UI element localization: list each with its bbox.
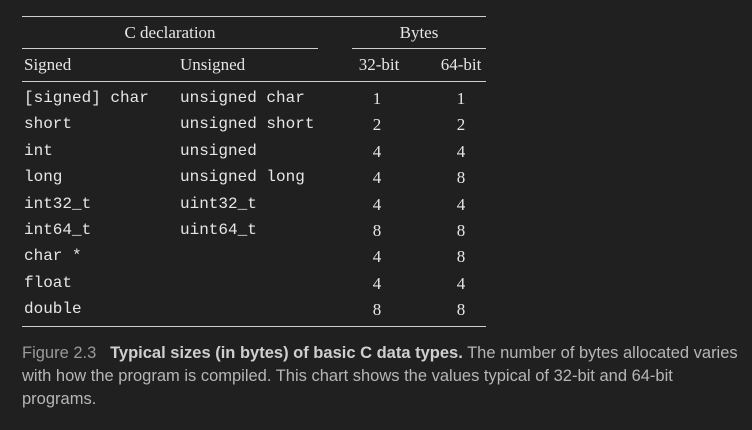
signed-type-cell: double (24, 300, 82, 319)
bytes-64bit-cell: 2 (456, 115, 466, 135)
signed-type-cell: float (24, 273, 73, 292)
signed-type-cell: char * (24, 247, 82, 266)
bytes-64bit-cell: 1 (456, 89, 466, 108)
c-declaration-group-rule (22, 48, 318, 49)
bytes-64bit-cell: 4 (456, 194, 466, 214)
bytes-32bit-cell: 4 (372, 141, 382, 161)
table-bottom-rule (22, 326, 486, 327)
bytes-64bit-cell: 4 (456, 273, 466, 293)
unsigned-column-header: Unsigned (180, 55, 246, 74)
bytes-32bit-cell: 4 (372, 247, 382, 267)
signed-type-cell: long (24, 168, 63, 187)
figure-label: Figure 2.3 (22, 344, 97, 362)
unsigned-type-cell: unsigned short (180, 115, 315, 134)
bytes-group-header: Bytes (399, 23, 439, 42)
signed-type-cell: short (24, 115, 73, 134)
unsigned-type-cell: unsigned long (180, 168, 305, 187)
signed-type-cell: int64_t (24, 221, 92, 239)
bytes-64bit-cell: 4 (456, 141, 466, 161)
caption-title: Typical sizes (in bytes) of basic C data… (110, 344, 463, 362)
data-type-size-table: C declaration Bytes Signed Unsigned 32-b… (22, 16, 486, 327)
caption-text: The number of bytes allocated varies wit… (22, 344, 738, 408)
bytes-64bit-cell: 8 (456, 168, 466, 188)
bytes-32bit-cell: 8 (372, 221, 382, 240)
bytes-32bit-cell: 4 (372, 194, 382, 214)
signed-type-cell: int (24, 141, 53, 160)
bytes-group-rule (352, 48, 486, 49)
signed-type-cell: int32_t (24, 194, 92, 213)
table-top-rule (22, 16, 486, 17)
bytes-64bit-cell: 8 (456, 300, 466, 320)
signed-column-header: Signed (24, 55, 72, 74)
bytes-32bit-cell: 4 (372, 273, 382, 293)
unsigned-type-cell: uint64_t (180, 221, 257, 239)
bytes-32bit-cell: 4 (372, 168, 382, 188)
unsigned-type-cell: uint32_t (180, 194, 257, 213)
bytes-64bit-cell: 8 (456, 221, 466, 240)
bytes-32bit-cell: 2 (372, 115, 382, 135)
32-bit-column-header: 32-bit (358, 55, 400, 74)
unsigned-type-cell: unsigned (180, 141, 257, 160)
64-bit-column-header: 64-bit (440, 55, 482, 74)
figure-caption: Figure 2.3 Typical sizes (in bytes) of b… (22, 342, 738, 411)
c-declaration-group-header: C declaration (124, 23, 216, 42)
header-bottom-rule (22, 81, 486, 82)
unsigned-type-cell: unsigned char (180, 89, 305, 107)
bytes-32bit-cell: 8 (372, 300, 382, 320)
bytes-32bit-cell: 1 (372, 89, 382, 108)
signed-type-cell: [signed] char (24, 89, 149, 107)
bytes-64bit-cell: 8 (456, 247, 466, 267)
